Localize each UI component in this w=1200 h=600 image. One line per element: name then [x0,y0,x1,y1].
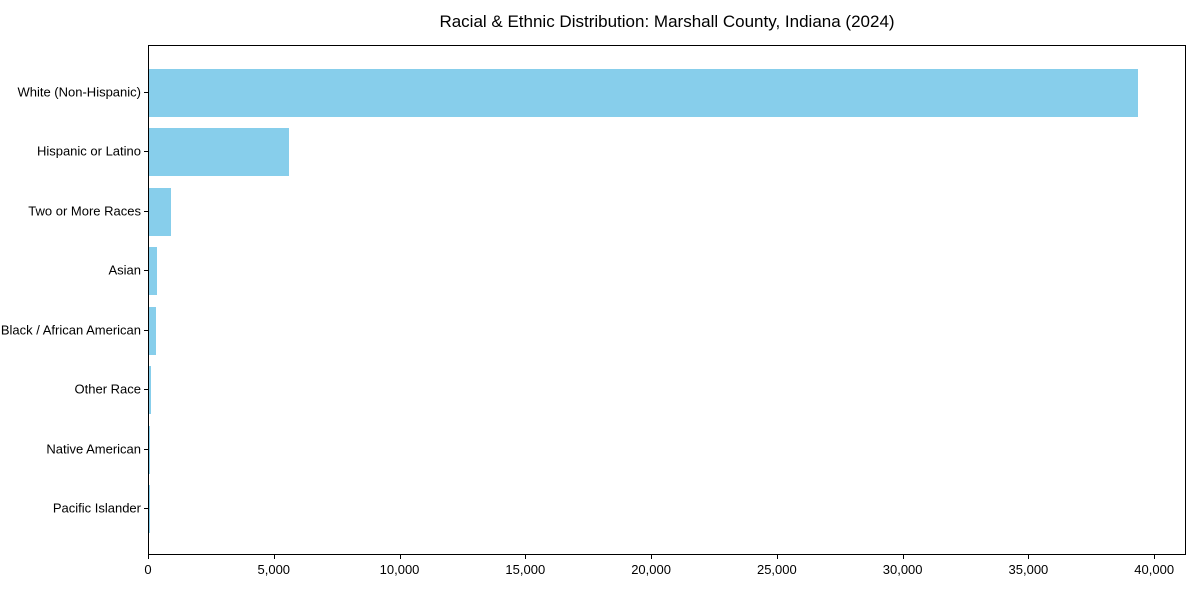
x-tick-mark [148,555,149,559]
chart-title: Racial & Ethnic Distribution: Marshall C… [439,12,895,31]
y-tick-label-pacific-islander: Pacific Islander [52,500,141,516]
y-tick-label-other-race: Other Race [74,381,141,397]
y-tick-label-white-non-hispanic: White (Non-Hispanic) [17,84,141,100]
bar-pacific-islander [149,485,150,534]
y-tick-label-asian: Asian [108,262,141,278]
y-tick-mark [144,270,148,271]
x-tick-label-35000: 35,000 [1008,562,1049,577]
plot-area [148,45,1186,555]
x-tick-mark [525,555,526,559]
y-tick-mark [144,508,148,509]
bar-white-non-hispanic [149,68,1138,117]
y-tick-mark [144,330,148,331]
x-tick-label-10000: 10,000 [379,562,420,577]
bar-other-race [149,366,151,415]
x-tick-mark [1028,555,1029,559]
bar-native-american [149,425,150,474]
y-tick-label-native-american: Native American [46,441,141,457]
x-tick-label-20000: 20,000 [631,562,671,577]
bar-hispanic-or-latino [149,128,289,177]
y-tick-label-black-african-american: Black / African American [0,322,141,338]
x-tick-label-30000: 30,000 [882,562,923,577]
bar-asian [149,247,158,296]
x-tick-mark [1154,555,1155,559]
x-tick-label-15000: 15,000 [505,562,546,577]
bar-two-or-more-races [149,187,171,236]
y-tick-mark [144,92,148,93]
x-tick-label-0: 0 [144,562,152,577]
bar-black-african-american [149,306,157,355]
x-tick-mark [651,555,652,559]
y-tick-mark [144,211,148,212]
y-tick-mark [144,449,148,450]
y-tick-label-two-or-more-races: Two or More Races [28,203,141,219]
y-tick-mark [144,151,148,152]
x-tick-label-5000: 5,000 [257,562,291,577]
x-tick-mark [903,555,904,559]
x-tick-mark [274,555,275,559]
y-tick-mark [144,389,148,390]
x-tick-label-25000: 25,000 [756,562,797,577]
y-tick-label-hispanic-or-latino: Hispanic or Latino [36,143,141,159]
x-tick-mark [400,555,401,559]
x-tick-mark [777,555,778,559]
x-tick-label-40000: 40,000 [1134,562,1175,577]
